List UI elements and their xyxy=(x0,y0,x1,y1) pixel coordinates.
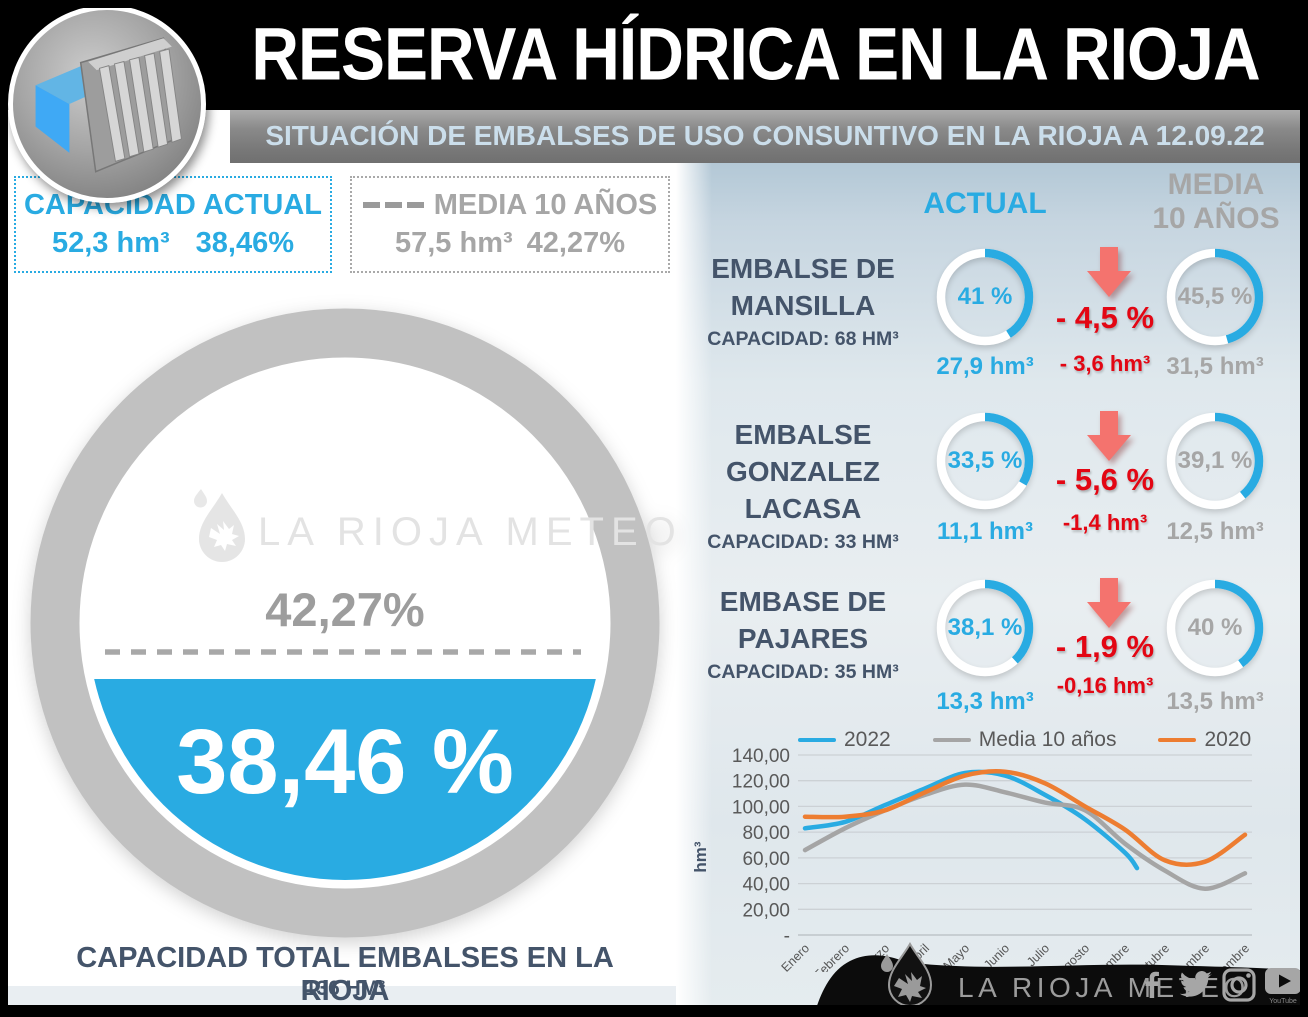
watermark-logo xyxy=(194,489,245,562)
delta-volume: -1,4 hm³ xyxy=(1062,510,1148,535)
svg-text:-: - xyxy=(784,926,790,947)
water-fill-segment xyxy=(94,679,596,880)
gauge-actual-pajares: 38,1 % xyxy=(933,576,1037,680)
actual-volume: 11,1 hm³ xyxy=(936,518,1034,545)
capacity-actual-volume: 52,3 hm³ xyxy=(51,227,170,259)
bottom-strip xyxy=(8,986,676,1009)
delta-volume: -0,16 hm³ xyxy=(1056,673,1154,698)
youtube-label: YouTube xyxy=(1269,998,1297,1005)
total-reserve-gauge: LA RIOJA METEO 42,27% 38,46 % xyxy=(30,308,675,938)
youtube-icon[interactable]: YouTube xyxy=(1265,968,1301,1005)
legend-item: 2020 xyxy=(1158,728,1251,752)
media-10y-title: MEDIA 10 AÑOS xyxy=(433,189,658,221)
header-bar xyxy=(0,0,1308,110)
reservoir-capacity: CAPACIDAD: 33 HM³ xyxy=(707,531,899,553)
gauge-actual-mansilla: 41 % xyxy=(933,245,1037,349)
fill-percent-value: 38,46 % xyxy=(176,711,514,813)
total-capacity-value: 136 HM³ xyxy=(304,977,386,1000)
capacity-actual-percent: 38,46% xyxy=(195,227,295,259)
dashed-line-icon xyxy=(362,202,424,208)
actual-volume: 27,9 hm³ xyxy=(936,353,1034,380)
actual-volume: 13,3 hm³ xyxy=(936,688,1034,715)
gauge-media-pajares: 40 % xyxy=(1163,576,1267,680)
subtitle-bar: SITUACIÓN DE EMBALSES DE USO CONSUNTIVO … xyxy=(230,110,1300,163)
watermark-text: LA RIOJA METEO xyxy=(258,510,675,554)
svg-text:hm³: hm³ xyxy=(691,841,710,873)
footer-brand-bar: LA RIOJA METEO YouTube xyxy=(816,941,1308,1009)
media-volume: 31,5 hm³ xyxy=(1166,353,1264,380)
media-10y-volume: 57,5 hm³ xyxy=(394,227,513,259)
media-percent-value: 42,27% xyxy=(265,583,424,636)
delta-percent: - 5,6 % xyxy=(1055,462,1155,497)
media-10y-box: MEDIA 10 AÑOS 57,5 hm³ 42,27% xyxy=(350,176,670,273)
twitter-icon[interactable] xyxy=(1179,971,1212,997)
delta-percent: - 1,9 % xyxy=(1055,629,1155,664)
reservoir-name-gonzalez-lacasa: EMBALSE GONZALEZ LACASA CAPACIDAD: 33 HM… xyxy=(676,416,930,557)
reservoir-capacity: CAPACIDAD: 35 HM³ xyxy=(707,661,899,683)
svg-text:120,00: 120,00 xyxy=(732,772,790,793)
svg-text:80,00: 80,00 xyxy=(742,823,790,844)
svg-text:100,00: 100,00 xyxy=(732,797,790,818)
svg-text:60,00: 60,00 xyxy=(742,849,790,870)
delta-volume: - 3,6 hm³ xyxy=(1059,351,1151,376)
media-volume: 12,5 hm³ xyxy=(1166,518,1264,545)
gauge-media-gonzalez: 39,1 % xyxy=(1163,409,1267,513)
capacity-actual-box: CAPACIDAD ACTUAL 52,3 hm³ 38,46% xyxy=(14,176,332,273)
column-header-actual: ACTUAL xyxy=(923,187,1047,220)
legend-item: 2022 xyxy=(798,728,891,752)
down-arrow-icon xyxy=(1087,411,1131,461)
facebook-icon[interactable] xyxy=(1145,971,1159,999)
total-capacity-caption: CAPACIDAD TOTAL EMBALSES EN LA RIOJA xyxy=(76,942,614,1007)
reservoir-capacity: CAPACIDAD: 68 HM³ xyxy=(707,328,899,350)
reservoir-name-mansilla: EMBALSE DE MANSILLA CAPACIDAD: 68 HM³ xyxy=(676,250,930,354)
down-arrow-icon xyxy=(1087,578,1131,628)
instagram-icon[interactable] xyxy=(1222,968,1256,1002)
svg-text:40,00: 40,00 xyxy=(742,875,790,896)
column-header-media: MEDIA 10 AÑOS xyxy=(1152,168,1280,235)
delta-percent: - 4,5 % xyxy=(1055,300,1155,335)
down-arrow-icon xyxy=(1087,247,1131,297)
dam-logo-badge xyxy=(8,5,206,203)
dam-icon xyxy=(35,37,182,173)
media-10y-percent: 42,27% xyxy=(526,227,626,259)
chart-legend: 2022 Media 10 años 2020 xyxy=(798,728,1251,752)
media-volume: 13,5 hm³ xyxy=(1166,688,1264,715)
footer-logo xyxy=(881,941,933,1007)
svg-text:20,00: 20,00 xyxy=(742,900,790,921)
svg-text:140,00: 140,00 xyxy=(732,746,790,767)
legend-item: Media 10 años xyxy=(932,728,1116,752)
reservoir-name-pajares: EMBASE DE PAJARES CAPACIDAD: 35 HM³ xyxy=(676,583,930,687)
page-title: RESERVA HÍDRICA EN LA RIOJA xyxy=(251,12,1260,96)
gauge-actual-gonzalez: 33,5 % xyxy=(933,409,1037,513)
gauge-media-mansilla: 45,5 % xyxy=(1163,245,1267,349)
